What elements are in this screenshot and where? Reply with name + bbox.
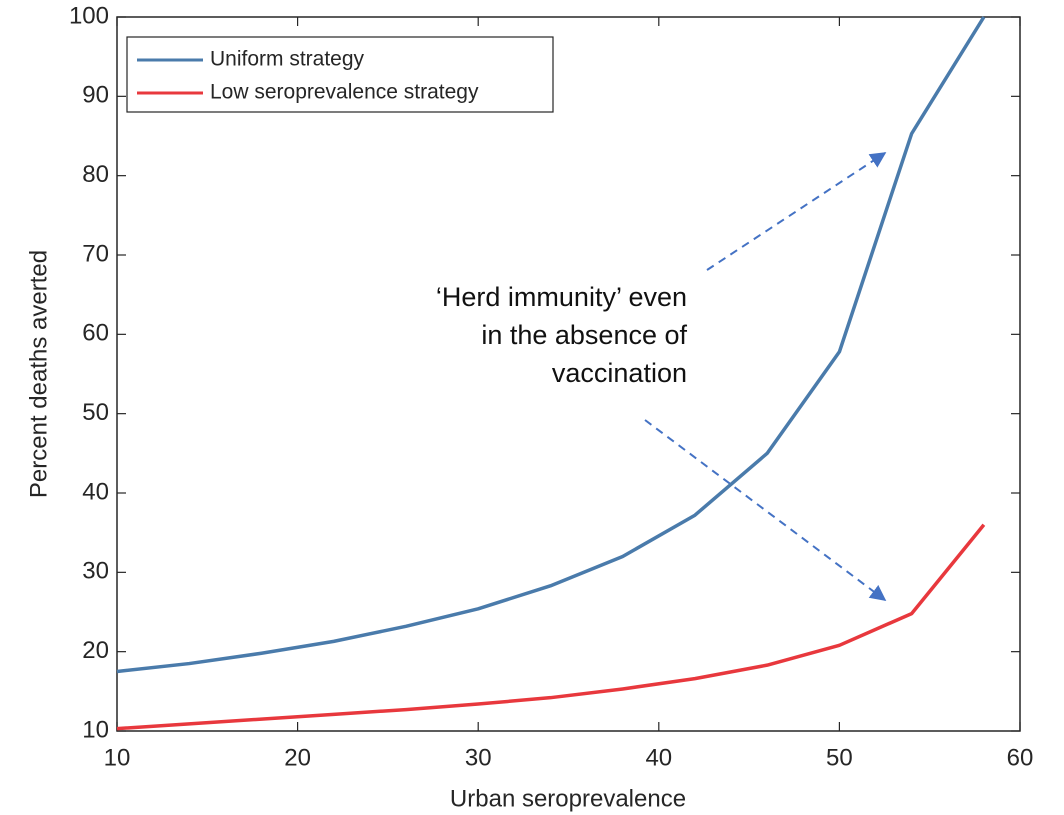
annotation-line: in the absence of (481, 320, 687, 350)
x-axis-label: Urban seroprevalence (450, 785, 686, 812)
x-tick-label: 40 (645, 744, 672, 771)
y-tick-label: 80 (82, 161, 109, 188)
y-tick-label: 100 (69, 2, 109, 29)
y-tick-label: 70 (82, 240, 109, 267)
y-tick-label: 50 (82, 399, 109, 426)
annotation-line: ‘Herd immunity’ even (436, 282, 687, 312)
plot-area (116, 16, 1021, 732)
annotation: ‘Herd immunity’ even in the absence of vac… (436, 282, 688, 388)
legend-label: Uniform strategy (210, 48, 365, 71)
y-tick-label: 20 (82, 637, 109, 664)
y-tick-label: 10 (82, 716, 109, 743)
y-tick-label: 30 (82, 558, 109, 585)
y-tick-label: 40 (82, 478, 109, 505)
x-tick-label: 60 (1007, 744, 1034, 771)
legend-label: Low seroprevalence strategy (210, 81, 479, 104)
annotation-line: vaccination (552, 358, 687, 388)
legend (126, 36, 554, 113)
x-tick-label: 30 (465, 744, 492, 771)
arrow (644, 419, 887, 601)
x-tick-label: 10 (104, 744, 131, 771)
y-tick-label: 90 (82, 82, 109, 109)
y-tick-label: 60 (82, 320, 109, 347)
y-axis-label: Percent deaths averted (25, 250, 52, 498)
series-line (116, 16, 986, 674)
arrow (706, 152, 887, 271)
x-tick-label: 50 (826, 744, 853, 771)
series-line (116, 523, 986, 731)
x-tick-label: 20 (284, 744, 311, 771)
